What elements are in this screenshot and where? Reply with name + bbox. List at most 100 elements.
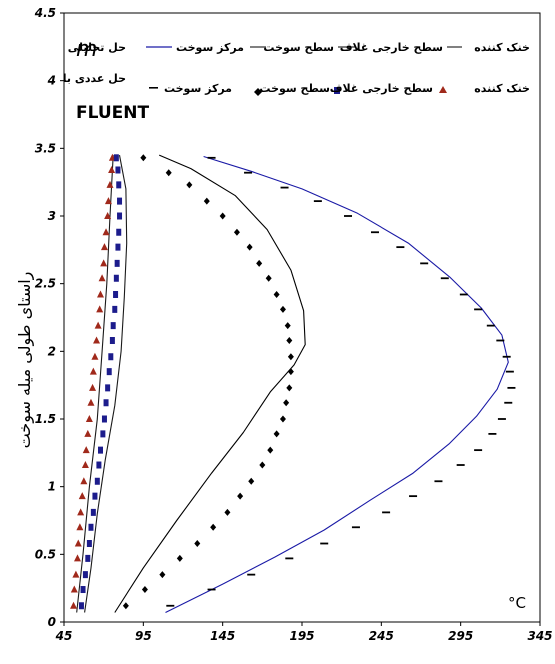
series-fluent_surface bbox=[122, 154, 294, 610]
data-point-triangle bbox=[76, 523, 84, 531]
data-point-diamond bbox=[141, 586, 148, 594]
data-point-dash bbox=[285, 557, 294, 560]
data-point-diamond bbox=[224, 508, 231, 516]
y-tick-label: 4.5 bbox=[34, 6, 56, 20]
series-line-analytic_clad bbox=[84, 154, 128, 613]
x-tick-labels: 45 95 145 195 245 295 345 bbox=[55, 629, 553, 643]
data-point-diamond bbox=[287, 368, 294, 376]
data-point-dash bbox=[244, 171, 253, 174]
data-point-square bbox=[82, 571, 88, 579]
data-point-triangle bbox=[89, 383, 97, 391]
data-point-dash bbox=[497, 418, 506, 420]
data-point-square bbox=[110, 322, 116, 330]
data-point-dash bbox=[382, 511, 391, 514]
y-tick-label: 1.5 bbox=[35, 412, 56, 426]
x-unit-label: °C bbox=[508, 594, 526, 612]
data-point-square bbox=[105, 384, 111, 392]
data-point-diamond bbox=[176, 554, 183, 562]
data-point-square bbox=[116, 181, 122, 189]
data-point-triangle bbox=[94, 321, 102, 329]
data-point-diamond bbox=[219, 212, 226, 220]
data-point-dash bbox=[505, 370, 514, 373]
series-analytic_center bbox=[165, 155, 509, 613]
data-point-diamond bbox=[165, 169, 172, 177]
data-point-square bbox=[112, 305, 118, 313]
data-point-diamond bbox=[237, 492, 244, 500]
y-tick-label: 3.5 bbox=[35, 141, 56, 155]
data-point-dash bbox=[320, 542, 329, 545]
data-point-diamond bbox=[122, 602, 129, 610]
series-fluent_center bbox=[166, 156, 516, 607]
data-point-dash bbox=[486, 324, 495, 327]
data-point-diamond bbox=[159, 571, 166, 579]
data-point-triangle bbox=[91, 352, 99, 360]
data-point-dash bbox=[370, 231, 379, 234]
data-point-triangle bbox=[84, 429, 92, 437]
data-point-triangle bbox=[87, 398, 95, 406]
legend-numeric-title: حل عددی با bbox=[63, 72, 126, 85]
data-point-square bbox=[94, 477, 100, 485]
data-point-diamond bbox=[186, 181, 193, 189]
legend-analytic-coolant: خنک کننده bbox=[474, 41, 530, 54]
data-point-square bbox=[114, 259, 120, 267]
series-analytic_coolant bbox=[76, 155, 114, 613]
y-tick-label: 1 bbox=[48, 480, 56, 494]
x-tick-label: 195 bbox=[289, 629, 314, 643]
data-point-triangle bbox=[78, 492, 86, 500]
data-point-triangle bbox=[106, 180, 114, 188]
data-point-diamond bbox=[267, 446, 274, 454]
legend-numeric-fluent: FLUENT bbox=[76, 103, 149, 123]
data-point-dash bbox=[474, 449, 483, 452]
legend-marker-clad bbox=[334, 87, 340, 94]
data-point-triangle bbox=[73, 554, 81, 562]
y-tick-label: 0.5 bbox=[35, 547, 56, 561]
data-point-diamond bbox=[265, 274, 272, 282]
data-point-dash bbox=[166, 604, 175, 607]
data-point-dash bbox=[456, 464, 465, 466]
data-point-square bbox=[80, 586, 86, 594]
x-tick-label: 245 bbox=[369, 629, 394, 643]
legend-numeric-surface: سطح سوخت bbox=[259, 82, 330, 95]
data-point-diamond bbox=[279, 415, 286, 423]
data-point-dash bbox=[488, 432, 497, 435]
series-line-analytic_surface bbox=[114, 154, 306, 613]
legend-analytic-title: حل تحلیلی bbox=[68, 41, 126, 54]
data-point-square bbox=[86, 540, 92, 548]
data-point-diamond bbox=[246, 243, 253, 251]
data-point-triangle bbox=[96, 305, 104, 313]
legend-analytic-surface: سطح سوخت bbox=[263, 41, 334, 54]
y-axis-title: راستای طولی میله سوخت bbox=[15, 272, 35, 449]
data-point-dash bbox=[504, 401, 513, 404]
series-line-analytic_center bbox=[165, 155, 509, 613]
series-analytic_surface bbox=[114, 154, 306, 613]
legend-marker-coolant bbox=[439, 86, 447, 93]
x-tick-label: 145 bbox=[210, 629, 235, 643]
data-point-dash bbox=[502, 355, 511, 358]
data-point-square bbox=[78, 602, 84, 610]
y-tick-label: 4 bbox=[47, 74, 56, 88]
data-point-square bbox=[88, 523, 94, 531]
data-point-dash bbox=[420, 262, 429, 265]
plot-area bbox=[63, 12, 541, 623]
data-point-dash bbox=[207, 156, 216, 159]
data-point-triangle bbox=[72, 570, 80, 578]
data-point-diamond bbox=[248, 477, 255, 485]
data-point-triangle bbox=[96, 290, 104, 298]
data-point-square bbox=[116, 228, 122, 236]
data-point-triangle bbox=[89, 367, 97, 375]
data-point-triangle bbox=[100, 243, 108, 251]
data-point-dash bbox=[409, 495, 418, 498]
data-point-square bbox=[101, 415, 107, 423]
data-point-triangle bbox=[70, 585, 78, 593]
data-point-dash bbox=[313, 200, 322, 203]
legend-analytic-clad: سطح خارجی غلاف bbox=[340, 41, 443, 54]
series-line-analytic_coolant bbox=[76, 155, 114, 613]
data-point-dash bbox=[507, 386, 516, 389]
data-point-dash bbox=[474, 308, 483, 311]
data-point-square bbox=[106, 368, 112, 376]
data-point-diamond bbox=[286, 384, 293, 392]
data-point-dash bbox=[207, 588, 216, 591]
data-point-dash bbox=[351, 526, 360, 529]
y-tick-label: 2.5 bbox=[35, 277, 56, 291]
